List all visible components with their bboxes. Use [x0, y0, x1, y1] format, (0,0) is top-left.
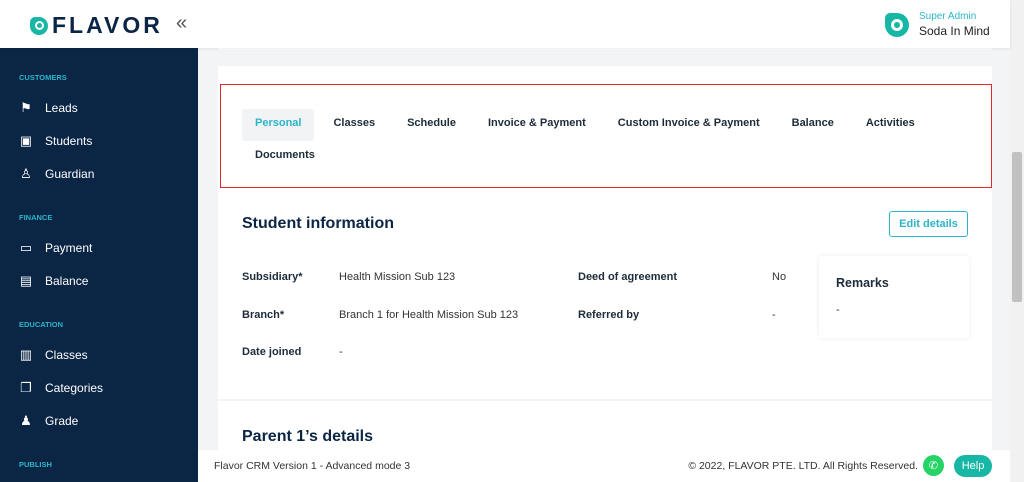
remarks-box: Remarks -: [819, 256, 969, 338]
parent-title: Parent 1’s details: [242, 428, 374, 445]
sidebar-item-label: Classes: [45, 348, 88, 362]
user-menu[interactable]: Super Admin Soda In Mind: [885, 11, 990, 38]
avatar: [885, 12, 909, 37]
sidebar-item-guardian[interactable]: ♙ Guardian: [19, 166, 94, 182]
top-header: FLAVOR « Super Admin Soda In Mind: [0, 0, 1010, 48]
sidebar: CUSTOMERS ⚑ Leads ▣ Students ♙ Guardian FIN…: [0, 48, 198, 482]
ledger-icon: ▤: [19, 273, 33, 288]
tab-classes[interactable]: Classes: [333, 117, 376, 129]
field-value: Branch 1 for Health Mission Sub 123: [339, 309, 519, 321]
id-card-icon: ▣: [19, 133, 33, 148]
field-label: Date joined: [242, 346, 302, 358]
user-name: Soda In Mind: [919, 24, 990, 38]
remarks-title: Remarks: [836, 276, 889, 290]
tab-bar: Personal Classes Schedule Invoice & Paym…: [220, 84, 992, 188]
edit-details-button[interactable]: Edit details: [889, 211, 968, 237]
remarks-value: -: [836, 304, 840, 316]
field-value: No: [772, 271, 787, 283]
sidebar-item-label: Students: [45, 134, 93, 148]
sidebar-item-label: Balance: [45, 274, 89, 288]
field-label: Deed of agreement: [578, 271, 678, 283]
top-card: [218, 48, 992, 50]
whatsapp-icon[interactable]: ✆: [923, 455, 944, 476]
help-button[interactable]: Help: [954, 455, 992, 477]
sidebar-item-label: Payment: [45, 241, 93, 255]
section-title: Student information: [242, 215, 394, 232]
sidebar-item-label: Leads: [45, 101, 78, 115]
copyright-text: © 2022, FLAVOR PTE. LTD. All Rights Rese…: [688, 460, 918, 472]
student-card: [218, 66, 992, 399]
footer: Flavor CRM Version 1 - Advanced mode 3 ©…: [198, 450, 1010, 482]
field-label: Referred by: [578, 309, 640, 321]
tab-activities[interactable]: Activities: [865, 117, 915, 129]
sidebar-item-leads[interactable]: ⚑ Leads: [19, 100, 78, 116]
section-education: EDUCATION: [19, 320, 64, 329]
sidebar-item-students[interactable]: ▣ Students: [19, 133, 93, 149]
section-customers: CUSTOMERS: [19, 73, 67, 82]
scrollbar-thumb[interactable]: [1012, 152, 1022, 302]
field-value: -: [772, 309, 776, 321]
field-label: Subsidiary*: [242, 271, 303, 283]
logo-mark-icon: [30, 16, 48, 35]
sidebar-item-payment[interactable]: ▭ Payment: [19, 240, 93, 256]
sidebar-item-balance[interactable]: ▤ Balance: [19, 273, 89, 289]
sidebar-item-label: Grade: [45, 414, 79, 428]
logo[interactable]: FLAVOR: [30, 12, 163, 39]
sidebar-item-grade[interactable]: ♟ Grade: [19, 413, 78, 429]
sidebar-item-categories[interactable]: ❐ Categories: [19, 380, 103, 396]
tab-invoice-payment[interactable]: Invoice & Payment: [487, 117, 586, 129]
field-value: Health Mission Sub 123: [339, 271, 456, 283]
logo-text: FLAVOR: [52, 12, 163, 38]
layers-icon: ❐: [20, 380, 32, 395]
tab-custom-invoice-payment[interactable]: Custom Invoice & Payment: [617, 117, 760, 129]
book-icon: ▥: [19, 347, 33, 362]
collapse-sidebar-icon[interactable]: «: [176, 12, 188, 34]
tab-personal[interactable]: Personal: [242, 109, 315, 141]
credit-card-icon: ▭: [19, 240, 33, 255]
field-value: -: [339, 346, 343, 358]
user-role: Super Admin: [919, 11, 977, 22]
sidebar-item-label: Guardian: [45, 167, 95, 181]
field-label: Branch*: [242, 309, 285, 321]
sidebar-item-classes[interactable]: ▥ Classes: [19, 347, 88, 363]
hierarchy-icon: ♟: [20, 413, 32, 428]
version-text: Flavor CRM Version 1 - Advanced mode 3: [214, 460, 411, 472]
tab-schedule[interactable]: Schedule: [407, 117, 456, 129]
scrollbar[interactable]: [1010, 0, 1024, 482]
section-finance: FINANCE: [19, 213, 53, 222]
tab-balance[interactable]: Balance: [791, 117, 834, 129]
signpost-icon: ⚑: [20, 100, 32, 115]
guardian-icon: ♙: [20, 166, 32, 181]
section-publish: PUBLISH: [19, 460, 52, 469]
tab-documents[interactable]: Documents: [255, 149, 315, 161]
sidebar-item-label: Categories: [45, 381, 104, 395]
